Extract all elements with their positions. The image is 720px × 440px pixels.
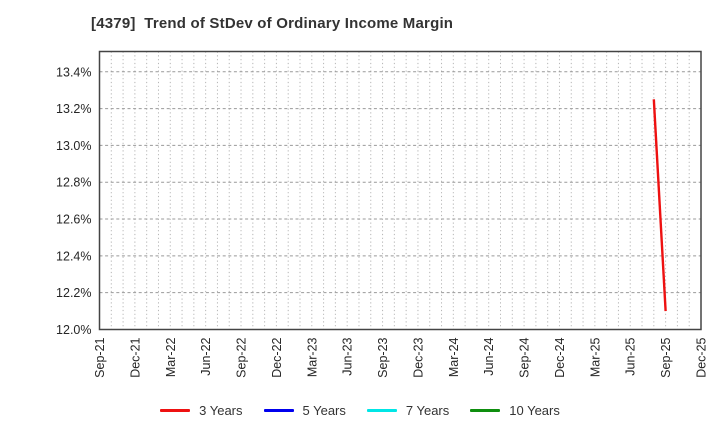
legend-line-swatch (263, 409, 294, 412)
x-tick-label: Sep-22 (235, 337, 249, 377)
x-tick-label: Dec-23 (411, 337, 425, 377)
legend-label: 10 Years (509, 403, 560, 418)
x-tick-label: Mar-22 (164, 337, 178, 377)
y-tick-label: 12.8% (56, 176, 91, 190)
chart-title: [4379] Trend of StDev of Ordinary Income… (91, 15, 454, 32)
x-tick-label: Jun-22 (199, 337, 213, 375)
x-tick-label: Dec-21 (128, 337, 142, 377)
y-tick-label: 13.4% (56, 65, 91, 79)
x-tick-label: Mar-23 (305, 337, 319, 377)
legend-line-swatch (160, 409, 191, 412)
x-tick-label: Sep-23 (376, 337, 390, 377)
x-tick-label: Jun-23 (341, 337, 355, 375)
x-tick-label: Mar-25 (588, 337, 602, 377)
legend-label: 3 Years (199, 403, 243, 418)
x-tick-label: Dec-25 (695, 337, 709, 377)
legend-label: 5 Years (302, 403, 346, 418)
legend-item-3-years: 3 Years (160, 403, 243, 418)
legend-line-swatch (470, 409, 501, 412)
x-tick-label: Jun-25 (624, 337, 638, 375)
series-line-3-years (652, 99, 667, 312)
y-tick-label: 12.4% (56, 249, 91, 263)
y-tick-label: 12.0% (56, 323, 91, 337)
legend-item-5-years: 5 Years (263, 403, 346, 418)
legend-line-swatch (366, 409, 397, 412)
x-tick-label: Sep-21 (93, 337, 107, 377)
x-tick-label: Sep-24 (518, 337, 532, 377)
y-tick-label: 12.2% (56, 286, 91, 300)
legend: 3 Years 5 Years 7 Years 10 Years (0, 403, 720, 418)
x-tick-label: Dec-24 (553, 337, 567, 377)
y-tick-label: 13.0% (56, 139, 91, 153)
plot-border (98, 50, 702, 331)
x-tick-label: Dec-22 (270, 337, 284, 377)
x-tick-label: Mar-24 (447, 337, 461, 377)
legend-item-7-years: 7 Years (366, 403, 450, 418)
y-tick-label: 12.6% (56, 213, 91, 227)
legend-label: 7 Years (405, 403, 450, 418)
x-tick-label: Jun-24 (482, 337, 496, 375)
y-tick-label: 13.2% (56, 102, 91, 116)
x-tick-label: Sep-25 (659, 337, 673, 377)
legend-item-10-years: 10 Years (470, 403, 560, 418)
